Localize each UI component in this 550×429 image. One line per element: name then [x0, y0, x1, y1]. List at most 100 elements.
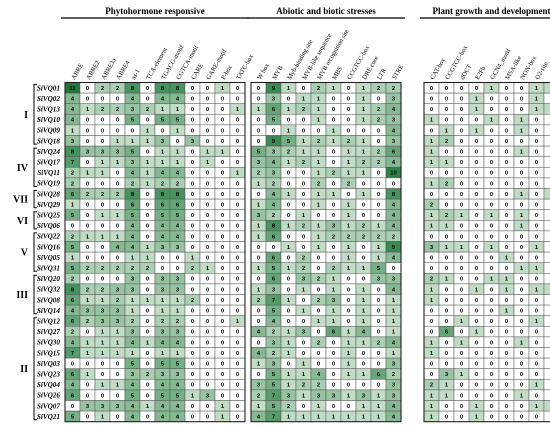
cell-value: 5	[71, 415, 75, 421]
cell-value: 1	[176, 309, 180, 315]
cell-value: 3	[317, 393, 321, 399]
cell-value: 1	[535, 86, 539, 92]
cell-value: 0	[206, 351, 209, 357]
cell-value: 1	[332, 319, 336, 325]
cell-value: 4	[71, 383, 75, 389]
cell-value: 4	[392, 340, 396, 346]
cell-value: 3	[86, 404, 90, 410]
cell-value: 0	[116, 362, 119, 368]
cell-value: 2	[176, 319, 179, 325]
cell-value: 1	[445, 245, 449, 251]
cell-value: 0	[535, 192, 538, 198]
cell-value: 0	[460, 330, 463, 336]
cell-value: 5	[161, 362, 165, 368]
cell-value: 0	[505, 213, 508, 219]
cell-value: 0	[535, 330, 538, 336]
cell-value: 0	[236, 351, 239, 357]
cell-value: 3	[392, 383, 396, 389]
gene-label: SiVQ01	[37, 84, 60, 92]
cell-value: 2	[377, 150, 380, 156]
cell-value: 0	[520, 160, 523, 166]
heatmap-cell	[543, 114, 550, 126]
cell-value: 0	[146, 362, 149, 368]
cell-value: 0	[520, 319, 523, 325]
cell-value: 1	[257, 234, 261, 240]
cell-value: 0	[445, 86, 448, 92]
cell-value: 1	[116, 383, 120, 389]
cell-value: 1	[362, 192, 366, 198]
cell-value: 0	[490, 340, 493, 346]
cell-value: 5	[161, 118, 165, 124]
cell-value: 0	[116, 181, 119, 187]
cell-value: 0	[347, 298, 350, 304]
cell-value: 0	[490, 330, 493, 336]
cell-value: 0	[191, 97, 194, 103]
cell-value: 0	[71, 404, 74, 410]
cell-value: 2	[71, 181, 74, 187]
cell-value: 0	[332, 160, 335, 166]
cell-value: 0	[302, 86, 305, 92]
cell-value: 3	[392, 97, 396, 103]
cell-value: 0	[347, 192, 350, 198]
cell-value: 3	[332, 224, 336, 230]
heatmap-cell	[543, 124, 550, 136]
cell-value: 0	[146, 319, 149, 325]
cell-value: 0	[221, 383, 224, 389]
cell-value: 1	[116, 139, 120, 145]
cell-value: 0	[101, 97, 104, 103]
cell-value: 4	[131, 224, 135, 230]
cell-value: 0	[475, 340, 478, 346]
cell-value: 1	[535, 266, 539, 272]
cell-value: 0	[116, 415, 119, 421]
cell-value: 0	[146, 393, 149, 399]
cell-value: 0	[206, 203, 209, 209]
cell-value: 0	[520, 330, 523, 336]
cell-value: 2	[430, 383, 433, 389]
cell-value: 0	[287, 287, 290, 293]
cell-value: 0	[146, 351, 149, 357]
cell-value: 7	[272, 415, 275, 421]
cell-value: 1	[362, 171, 366, 177]
cell-value: 0	[317, 351, 320, 357]
cell-value: 1	[86, 171, 90, 177]
cell-value: 0	[505, 160, 508, 166]
cell-value: 0	[221, 171, 224, 177]
heatmap-cell	[543, 357, 550, 369]
cell-value: 2	[161, 181, 164, 187]
cell-value: 1	[86, 372, 90, 378]
cell-value: 1	[475, 97, 479, 103]
cell-value: 0	[347, 404, 350, 410]
cell-value: 0	[272, 128, 275, 134]
cell-value: 6	[161, 203, 165, 209]
cell-value: 0	[191, 118, 194, 124]
cell-value: 0	[86, 415, 89, 421]
cell-value: 0	[332, 351, 335, 357]
cell-value: 0	[257, 86, 260, 92]
cell-value: 4	[71, 118, 75, 124]
cell-value: 0	[490, 181, 493, 187]
cell-value: 0	[332, 118, 335, 124]
cell-value: 0	[161, 266, 164, 272]
cell-value: 0	[535, 150, 538, 156]
cell-value: 1	[302, 139, 306, 145]
cell-value: 0	[236, 330, 239, 336]
cell-value: 4	[392, 213, 396, 219]
cell-value: 1	[257, 362, 261, 368]
cell-value: 1	[131, 298, 135, 304]
cell-value: 0	[460, 107, 463, 113]
cell-value: 0	[257, 340, 260, 346]
cell-value: 1	[535, 383, 539, 389]
cell-value: 0	[221, 203, 224, 209]
cell-value: 0	[445, 287, 448, 293]
cell-value: 0	[116, 118, 119, 124]
cell-value: 0	[377, 330, 380, 336]
gene-label: SiVQ10	[37, 116, 61, 124]
cell-value: 0	[490, 298, 493, 304]
cell-value: 1	[101, 171, 105, 177]
cell-value: 0	[505, 372, 508, 378]
cell-value: 0	[206, 139, 209, 145]
cell-value: 0	[445, 319, 448, 325]
cell-value: 0	[377, 383, 380, 389]
cell-value: 2	[101, 107, 104, 113]
cell-value: 1	[445, 224, 449, 230]
